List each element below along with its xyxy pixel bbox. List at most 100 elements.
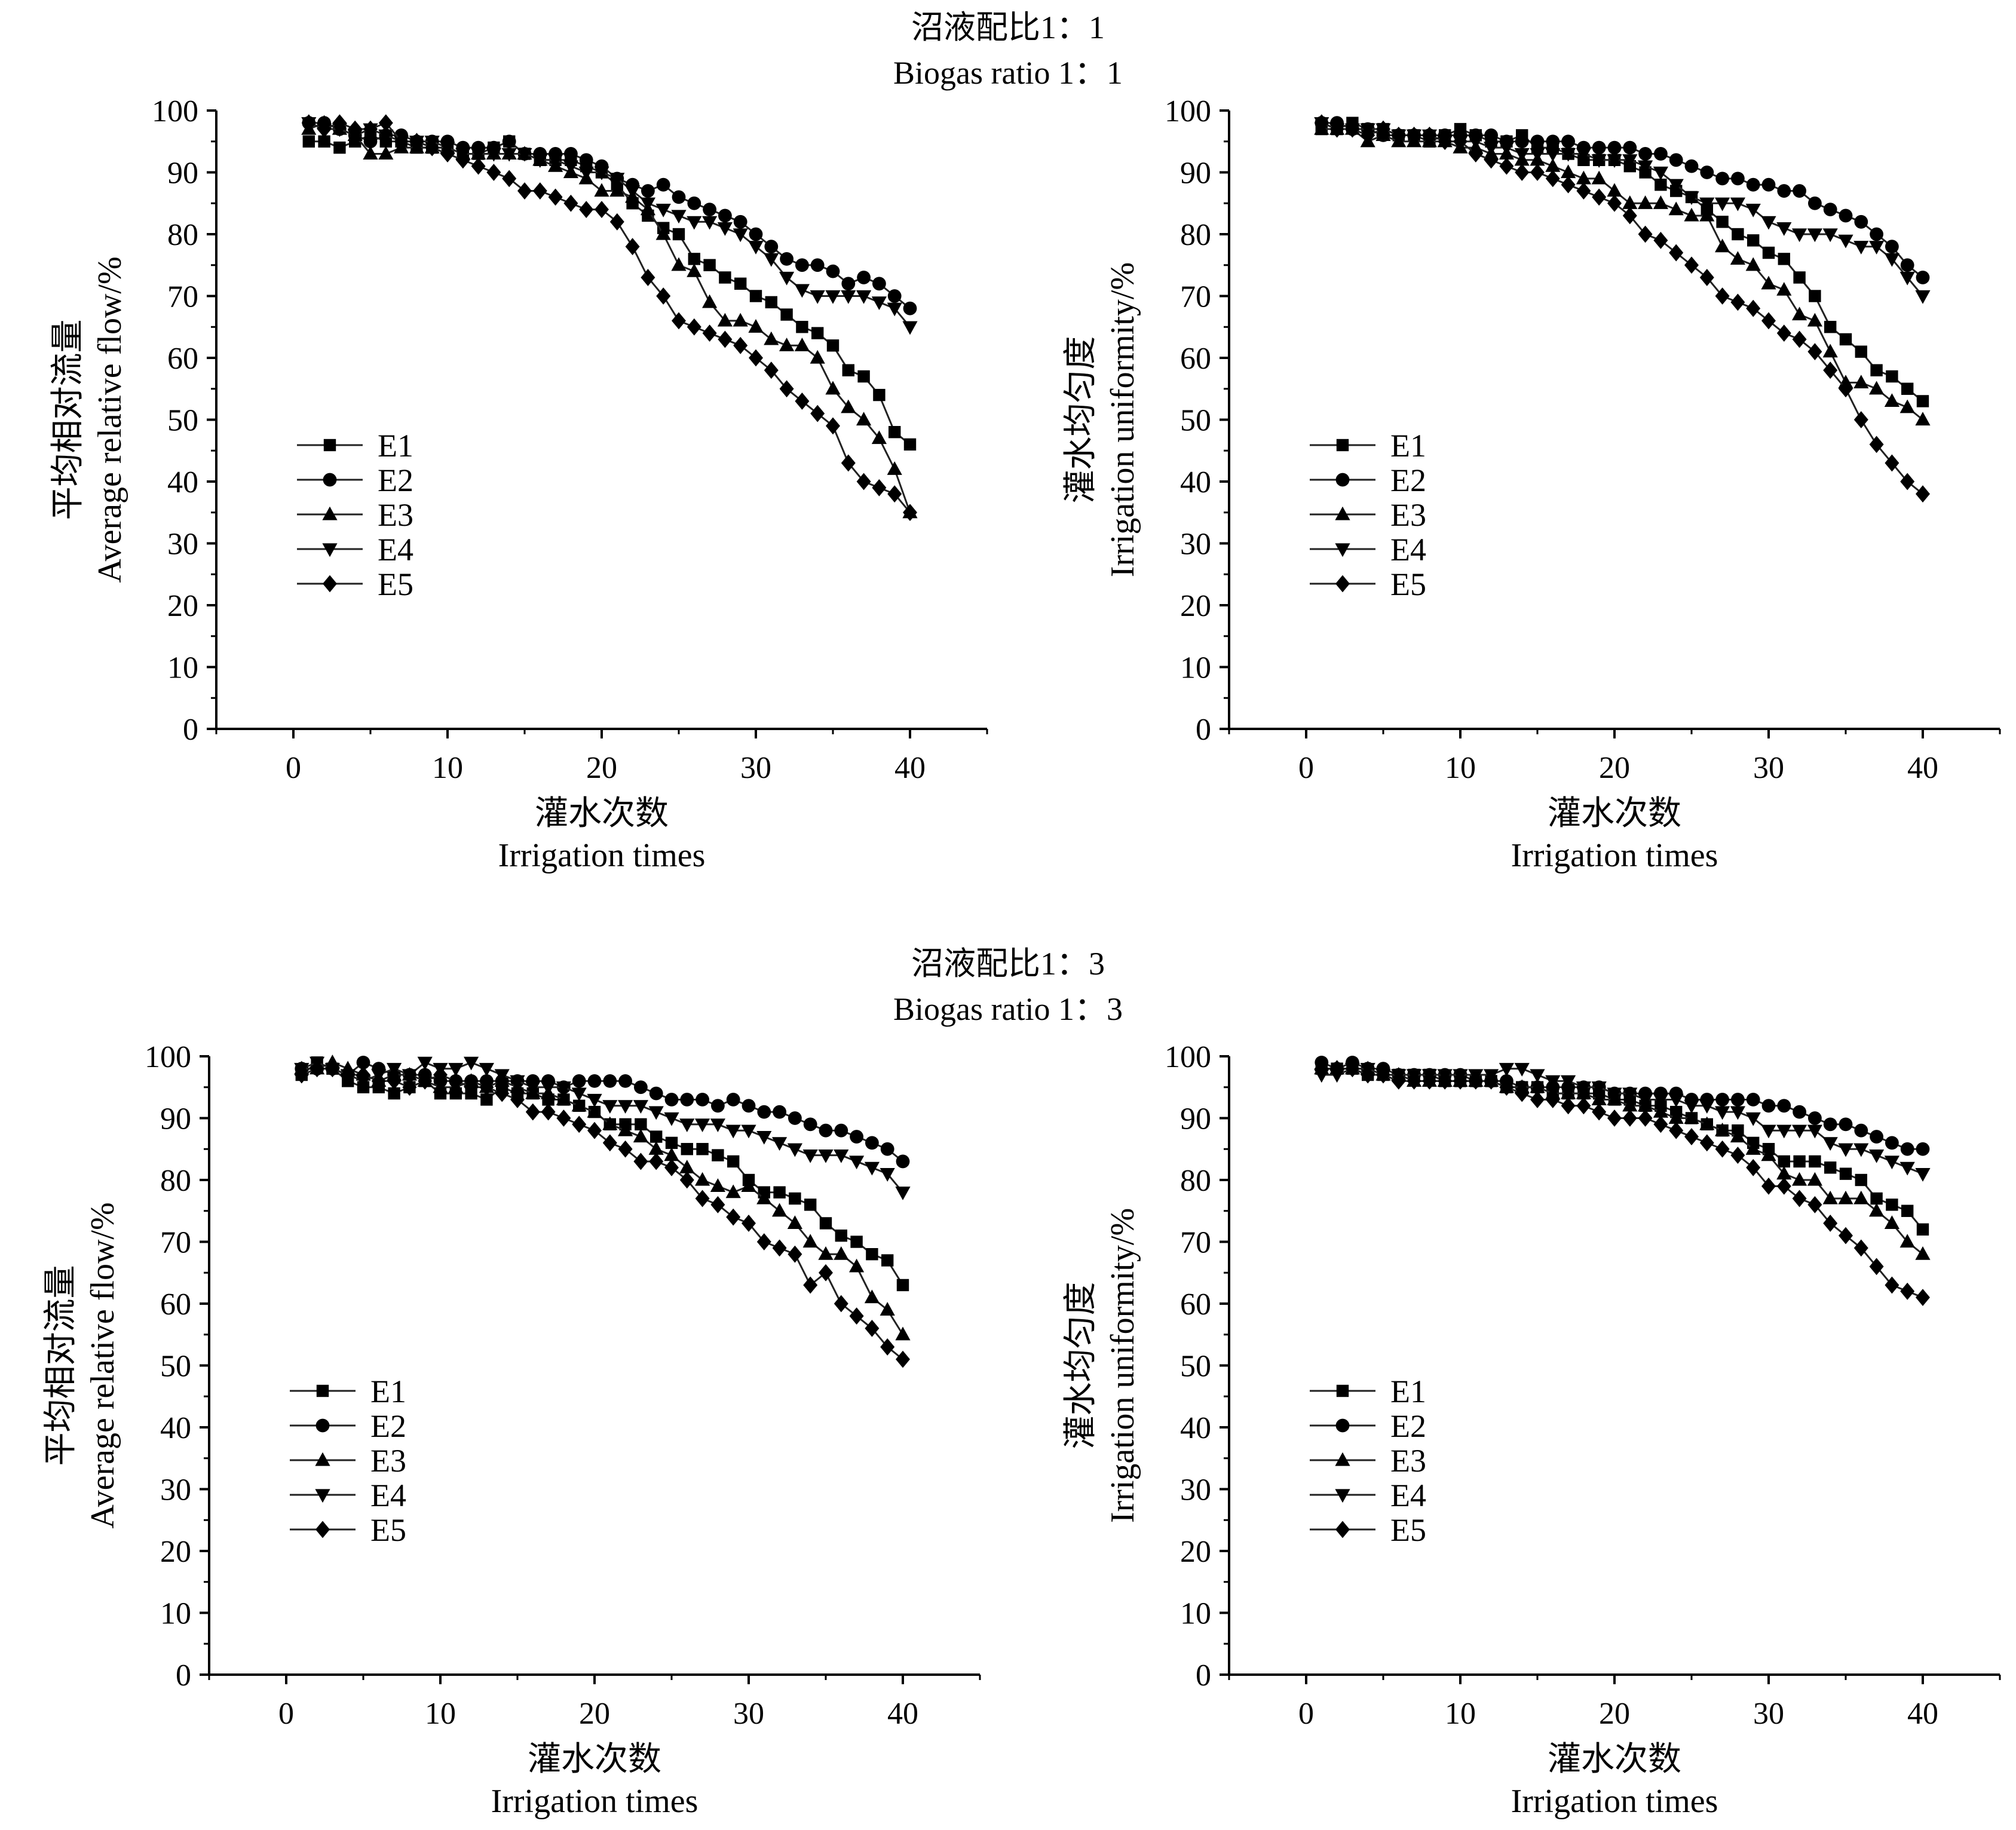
legend-entry: E1 [1310,1374,1426,1409]
data-point [764,361,779,379]
data-point [1776,324,1791,342]
y-tick-label: 10 [167,651,198,685]
data-point [702,216,718,230]
data-point [1885,240,1899,254]
data-point [1792,1172,1807,1186]
data-point [1499,1078,1514,1096]
y-tick-label: 50 [160,1350,191,1384]
data-point [733,214,747,229]
data-point [572,1074,586,1088]
data-point [1730,197,1745,211]
data-point [864,1289,880,1304]
data-point [1499,1063,1514,1077]
series-line [308,122,911,513]
data-point [625,185,641,199]
data-point [703,259,716,271]
legend-marker [1335,543,1350,557]
data-point [1329,120,1344,138]
data-point [1514,148,1530,162]
data-point [679,1171,694,1189]
data-point [1854,1123,1868,1138]
data-point [711,1099,725,1113]
data-point [717,312,733,327]
y-axis-label: Irrigation uniformity/% [1104,1208,1141,1523]
data-point [609,213,624,231]
data-point [571,1087,587,1102]
data-point [1545,1075,1561,1089]
series-line [1321,122,1923,402]
data-point [1916,1289,1930,1307]
data-point [1807,312,1822,327]
data-point [1514,1063,1530,1077]
legend-marker [322,506,338,520]
data-point [548,154,563,168]
data-point [649,1152,664,1170]
legend-entry: E2 [290,1408,406,1444]
legend-entry: E1 [1310,428,1426,464]
y-tick-label: 70 [1180,280,1211,314]
x-tick-label: 30 [1753,751,1784,785]
data-point [880,1338,895,1356]
x-tick-label: 0 [1298,1697,1314,1731]
data-point [1484,142,1499,156]
data-point [317,120,332,138]
data-point [1361,1066,1375,1084]
data-point [532,154,548,168]
data-point [733,312,748,327]
data-point [1345,120,1360,138]
data-point [1561,134,1576,149]
x-tick-label: 40 [894,751,926,785]
data-point [587,1121,602,1139]
data-point [671,257,687,271]
data-point [1422,127,1437,144]
data-point [1376,120,1390,138]
legend-label: E5 [378,566,413,602]
data-point [1561,1085,1576,1099]
x-tick-label: 10 [425,1697,456,1731]
legend-marker [323,439,336,452]
data-point [772,1203,788,1217]
y-tick-label: 60 [1180,1288,1211,1322]
y-axis-label: Irrigation uniformity/% [1104,262,1141,577]
data-point [501,148,517,162]
data-point [819,1217,832,1230]
data-point [664,1112,679,1126]
legend-marker [323,473,337,487]
data-point [810,290,825,304]
data-point [1561,1097,1576,1115]
data-point [779,380,794,398]
data-point [756,1190,772,1204]
data-point [480,1093,493,1106]
data-point [717,222,733,236]
data-point [1515,1084,1530,1102]
y-tick-label: 60 [1180,342,1211,376]
data-point [795,258,809,272]
data-point [1745,257,1761,271]
data-point [849,1155,865,1170]
data-point [1592,140,1606,155]
y-tick-label: 20 [1180,589,1211,623]
data-point [796,321,808,333]
series-line [301,1061,904,1193]
legend-marker [1335,1418,1350,1433]
data-point [556,1109,571,1127]
data-point [433,1066,448,1084]
y-tick-label: 70 [160,1226,191,1260]
data-point [733,336,748,354]
data-point [881,1254,894,1267]
legend-marker [1335,506,1350,520]
data-point [1870,1130,1884,1144]
legend-label: E4 [378,532,413,568]
legend-entry: E4 [1310,1478,1426,1513]
legend-marker [315,1489,330,1503]
data-point [1870,227,1884,241]
data-point [695,1172,710,1186]
y-tick-label: 20 [167,589,198,623]
data-point [388,1087,400,1100]
y-tick-label: 0 [1196,1659,1211,1693]
data-point [502,170,517,188]
data-point [779,338,795,351]
data-point [618,1100,633,1114]
series-e1 [302,129,917,451]
